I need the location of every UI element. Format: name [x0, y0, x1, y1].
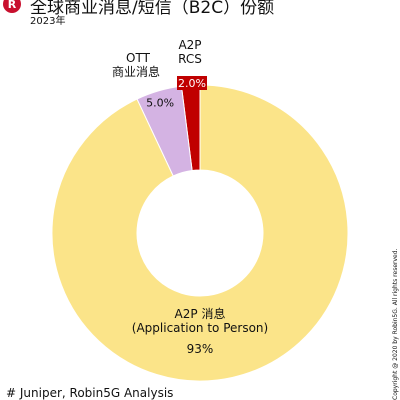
label-ott-name-line2: 商业消息: [112, 64, 160, 79]
logo-letter: R: [7, 0, 17, 11]
label-rcs-value-box: [177, 76, 207, 90]
label-rcs-value: 2.0%: [178, 77, 206, 90]
brand-logo: R: [3, 0, 21, 13]
chart-title: 全球商业消息/短信（B2C）份额: [30, 0, 275, 18]
label-rcs-name: A2P: [178, 38, 201, 52]
copyright-note: Copyright @ 2020 by Robin5G. All rights …: [392, 160, 400, 400]
label-rcs-name-line2: RCS: [178, 52, 202, 66]
chart-subtitle: 2023年: [30, 16, 66, 27]
label-ott-value: 5.0%: [146, 96, 174, 109]
label-ott-name: OTT: [126, 51, 151, 65]
slice-a2p-messaging: [51, 84, 349, 382]
label-a2p-value: 93%: [187, 342, 214, 356]
source-note: # Juniper, Robin5G Analysis: [6, 386, 174, 400]
copyright-text: Copyright @ 2020 by Robin5G. All rights …: [392, 248, 399, 400]
label-a2p-name: A2P 消息: [175, 306, 226, 321]
label-a2p-name-line2: (Application to Person): [132, 321, 268, 335]
